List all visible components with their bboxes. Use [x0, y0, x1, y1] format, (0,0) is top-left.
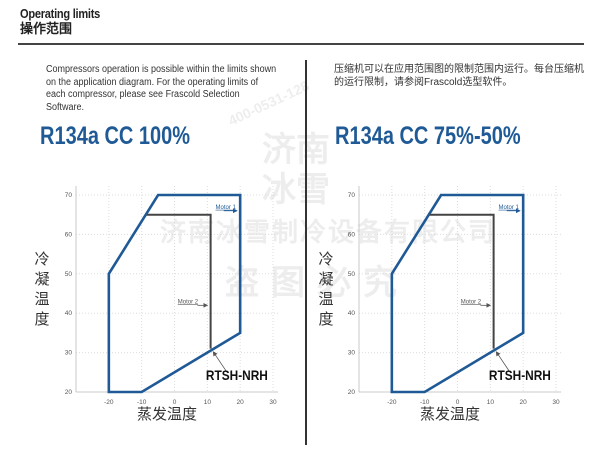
motor-2-envelope [146, 213, 212, 349]
y-tick-label: 70 [65, 192, 73, 199]
y-tick-label: 30 [348, 350, 356, 357]
motor-2-label: Motor 2 [461, 299, 482, 305]
y-tick-label: 50 [65, 271, 73, 278]
x-axis-label-2: 蒸发温度 [420, 406, 481, 423]
y-tick-label: 60 [65, 231, 73, 238]
chart-title-2: R134a CC 75%-50% [335, 122, 521, 150]
motor-2-label: Motor 2 [178, 299, 199, 305]
watermark-warning: 盗图必究 [225, 264, 409, 302]
motor-1-label: Motor 1 [216, 205, 237, 211]
motor-1-envelope [390, 193, 525, 394]
motor-2-envelope [429, 213, 495, 349]
y-tick-label: 20 [65, 389, 73, 396]
column-divider [305, 60, 307, 445]
x-tick-label: 20 [520, 399, 528, 406]
y-tick-label: 50 [348, 271, 356, 278]
watermark-company: 济南冰雪制冷设备有限公司 [160, 217, 497, 247]
section-title-en: Operating limits [20, 6, 101, 21]
header-rule [18, 43, 584, 45]
y-axis-label-2: 冷凝温度 [318, 251, 334, 328]
annotation-arrow [495, 351, 511, 373]
x-tick-label: 30 [552, 399, 560, 406]
chart-title-1: R134a CC 100% [40, 122, 191, 150]
x-axis-label-1: 蒸发温度 [137, 406, 198, 423]
y-tick-label: 20 [348, 389, 356, 396]
y-axis-label-1: 冷凝温度 [34, 251, 50, 328]
x-tick-label: 0 [173, 399, 177, 406]
annotation-arrow [212, 351, 228, 373]
x-tick-label: -10 [137, 399, 147, 406]
y-tick-label: 70 [348, 192, 356, 199]
x-tick-label: -10 [420, 399, 430, 406]
y-tick-label: 40 [65, 310, 73, 317]
section-title-cn: 操作范围 [20, 21, 73, 36]
motor-1-label: Motor 1 [499, 205, 520, 211]
x-tick-label: 10 [487, 399, 495, 406]
x-tick-label: -20 [387, 399, 397, 406]
annotation-label: RTSH-NRH [206, 367, 268, 383]
x-tick-label: -20 [104, 399, 114, 406]
x-tick-label: 0 [456, 399, 460, 406]
x-tick-label: 20 [237, 399, 245, 406]
x-tick-label: 10 [204, 399, 212, 406]
y-tick-label: 40 [348, 310, 356, 317]
intro-en: Compressors operation is possible within… [46, 64, 277, 113]
y-tick-label: 30 [65, 350, 73, 357]
intro-cn: 压缩机可以在应用范围图的限制范围内运行。每台压缩机的运行限制，请参阅Frasco… [334, 64, 584, 88]
x-tick-label: 30 [269, 399, 277, 406]
annotation-label: RTSH-NRH [489, 367, 551, 383]
motor-1-envelope [107, 193, 242, 394]
y-tick-label: 60 [348, 231, 356, 238]
